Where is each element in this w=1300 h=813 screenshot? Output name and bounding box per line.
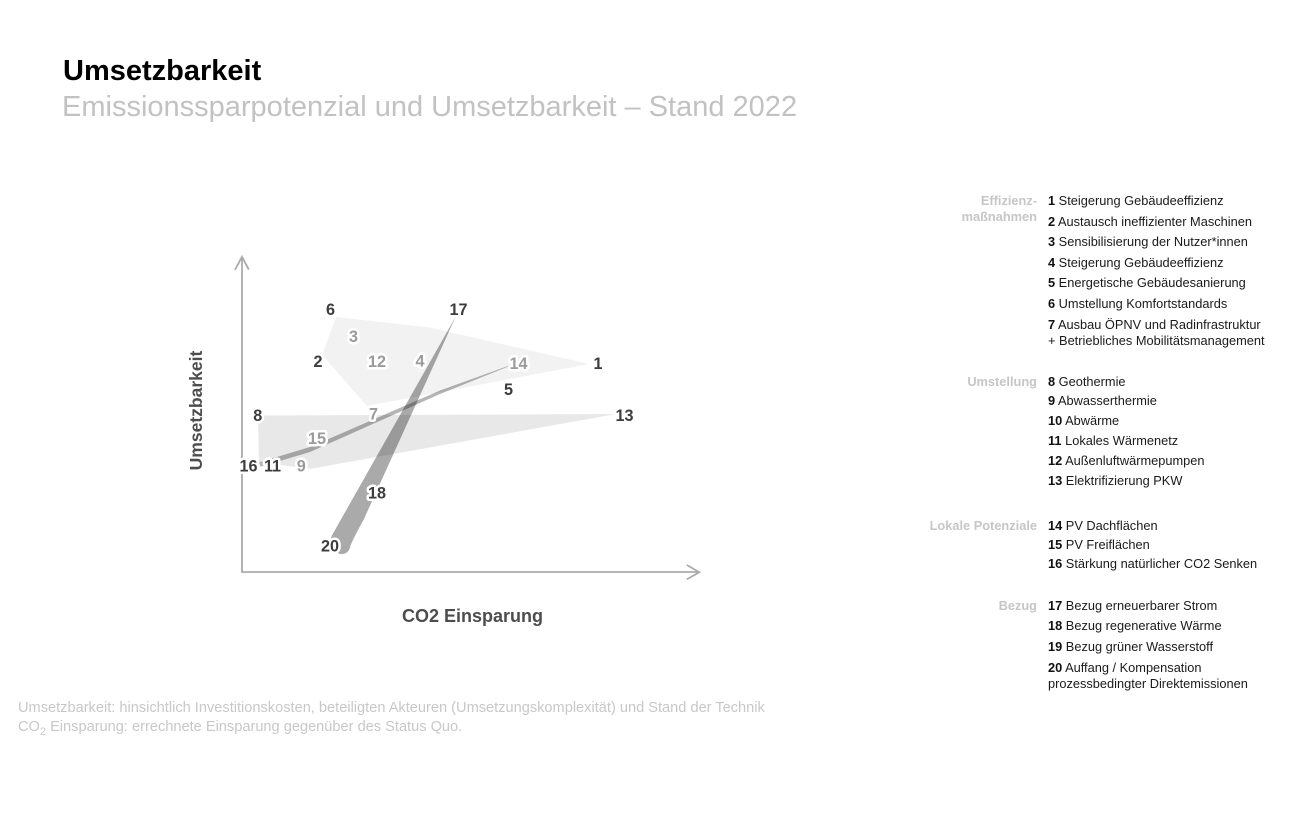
svg-text:Umsetzbarkeit: Umsetzbarkeit <box>186 351 206 471</box>
svg-text:18: 18 <box>368 485 386 503</box>
svg-text:14: 14 <box>509 355 527 373</box>
svg-text:5: 5 <box>504 381 513 399</box>
svg-text:9: 9 <box>297 458 306 476</box>
svg-text:12: 12 <box>368 353 386 371</box>
svg-text:16: 16 <box>239 458 257 476</box>
svg-text:6: 6 <box>326 301 335 319</box>
svg-text:CO2 Einsparung: CO2 Einsparung <box>402 606 543 626</box>
svg-text:4: 4 <box>415 353 424 371</box>
svg-text:3: 3 <box>349 328 358 346</box>
svg-text:15: 15 <box>308 430 326 448</box>
svg-text:1: 1 <box>593 355 602 373</box>
svg-text:7: 7 <box>369 406 378 424</box>
svg-text:17: 17 <box>449 301 467 319</box>
svg-text:11: 11 <box>264 458 281 476</box>
svg-text:13: 13 <box>615 407 633 425</box>
svg-text:8: 8 <box>253 407 262 425</box>
svg-text:20: 20 <box>321 538 339 556</box>
svg-text:2: 2 <box>313 353 322 371</box>
